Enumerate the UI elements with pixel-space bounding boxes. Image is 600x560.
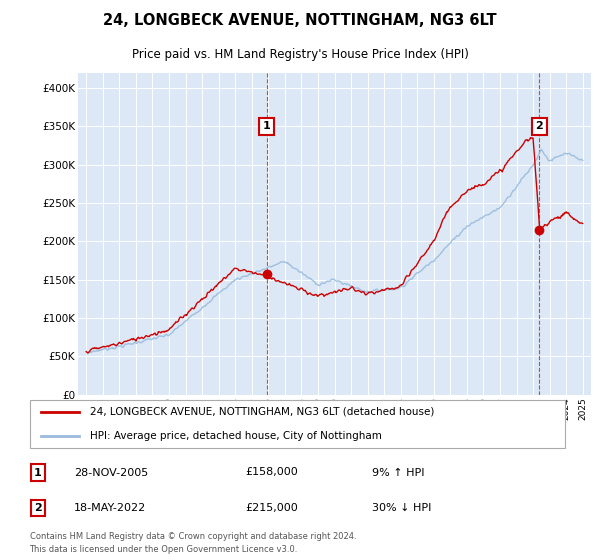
Text: Price paid vs. HM Land Registry's House Price Index (HPI): Price paid vs. HM Land Registry's House … xyxy=(131,48,469,61)
Text: £215,000: £215,000 xyxy=(245,503,298,513)
Text: 24, LONGBECK AVENUE, NOTTINGHAM, NG3 6LT (detached house): 24, LONGBECK AVENUE, NOTTINGHAM, NG3 6LT… xyxy=(90,407,434,417)
Text: 24, LONGBECK AVENUE, NOTTINGHAM, NG3 6LT: 24, LONGBECK AVENUE, NOTTINGHAM, NG3 6LT xyxy=(103,13,497,28)
Text: 1: 1 xyxy=(34,468,41,478)
Text: 28-NOV-2005: 28-NOV-2005 xyxy=(74,468,148,478)
Text: Contains HM Land Registry data © Crown copyright and database right 2024.
This d: Contains HM Land Registry data © Crown c… xyxy=(29,533,356,554)
FancyBboxPatch shape xyxy=(29,400,565,448)
Text: 30% ↓ HPI: 30% ↓ HPI xyxy=(372,503,431,513)
Text: 2: 2 xyxy=(34,503,41,513)
Text: 1: 1 xyxy=(263,122,271,132)
Text: 18-MAY-2022: 18-MAY-2022 xyxy=(74,503,146,513)
Text: 9% ↑ HPI: 9% ↑ HPI xyxy=(372,468,424,478)
Text: £158,000: £158,000 xyxy=(245,468,298,478)
Text: HPI: Average price, detached house, City of Nottingham: HPI: Average price, detached house, City… xyxy=(90,431,382,441)
Text: 2: 2 xyxy=(535,122,543,132)
